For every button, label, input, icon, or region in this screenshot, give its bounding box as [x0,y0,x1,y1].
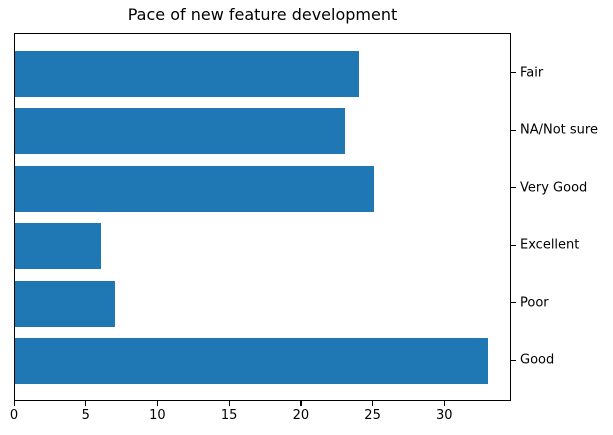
x-tick-mark [85,401,87,406]
x-tick-label: 5 [81,408,90,423]
bar-na-not-sure [15,108,345,155]
x-tick-label: 0 [9,408,19,423]
x-tick-label: 15 [220,408,238,423]
category-label-excellent: Excellent [520,237,580,253]
category-label-poor: Poor [520,295,549,311]
x-tick-label: 20 [292,408,310,423]
bar-very-good [15,165,374,212]
y-tick-mark [511,244,516,246]
y-tick-mark [511,129,516,131]
category-label-na-not-sure: NA/Not sure [520,122,598,138]
bar-excellent [15,223,102,270]
bar-good [15,338,489,385]
x-tick-mark [443,401,445,406]
x-tick-mark [300,401,302,406]
bar-poor [15,280,116,327]
category-label-very-good: Very Good [520,180,588,196]
plot-area [14,33,511,401]
category-label-good: Good [520,352,555,368]
y-tick-mark [511,359,516,361]
x-tick-label: 25 [364,408,381,423]
x-tick-mark [372,401,374,406]
x-tick-mark [156,401,159,406]
y-tick-mark [511,187,516,189]
x-tick-mark [228,401,230,406]
chart-title: Pace of new feature development [127,5,398,24]
y-tick-mark [511,302,516,304]
x-tick-label: 30 [436,408,453,423]
bar-fair [15,50,360,97]
y-tick-mark [511,72,516,74]
category-label-fair: Fair [520,65,544,81]
x-tick-label: 10 [149,408,166,423]
x-tick-mark [13,401,15,406]
